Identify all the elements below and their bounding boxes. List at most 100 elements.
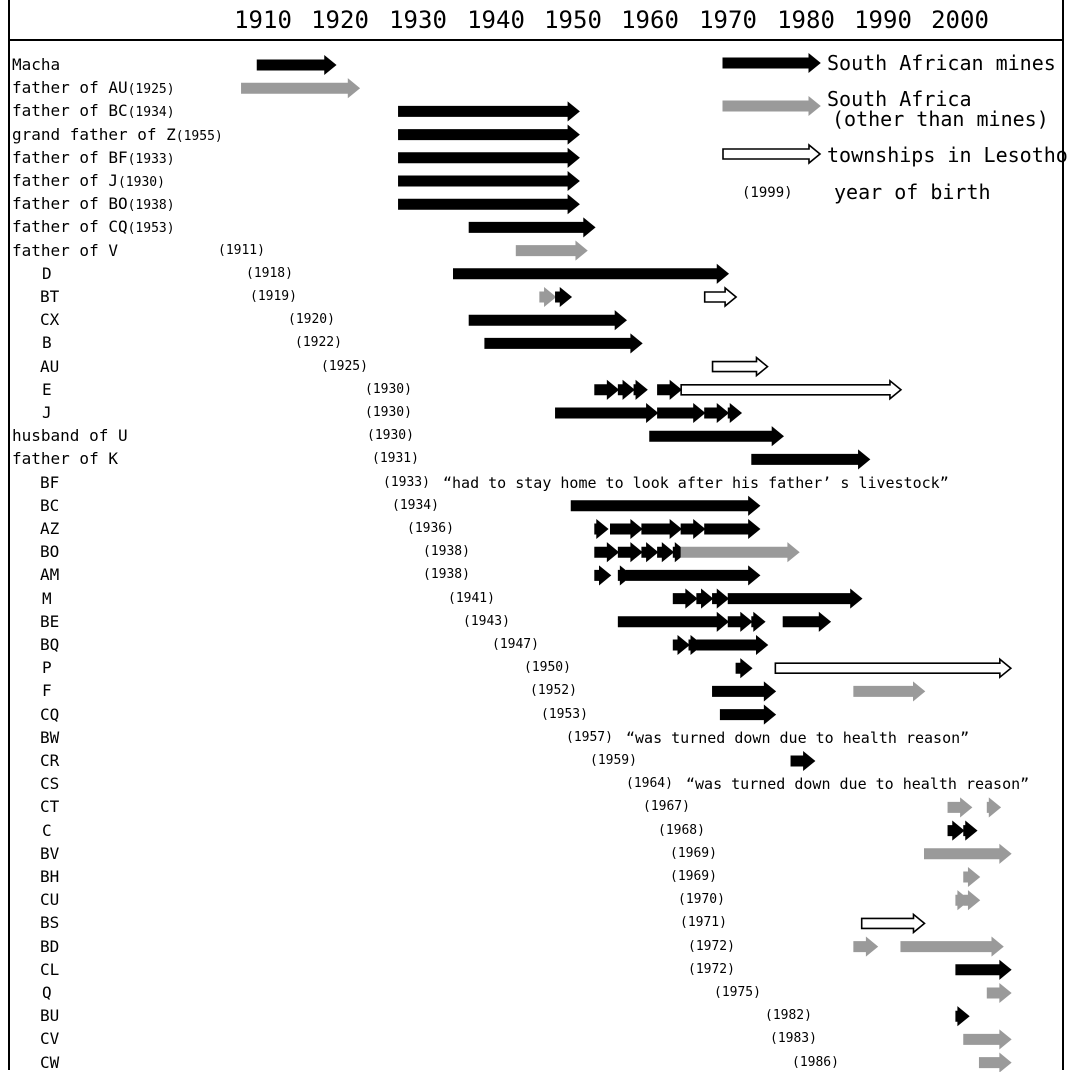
row-label: CW: [40, 1052, 59, 1074]
row-label-name: BQ: [40, 635, 60, 654]
mines-arrow: [641, 542, 659, 563]
row-label-name: BD: [40, 936, 60, 956]
birth-year: (1967): [643, 799, 690, 815]
mines-arrow: [625, 565, 761, 586]
row-label: BU: [40, 1005, 59, 1027]
mines-arrow: [955, 1006, 970, 1027]
row-label: B: [42, 332, 52, 354]
sa-arrow: [515, 240, 588, 261]
sa-arrow: [680, 542, 800, 563]
row-label: CV: [40, 1028, 59, 1050]
row-label: Macha: [12, 54, 60, 76]
birth-year: (1931): [372, 451, 419, 467]
sa-arrow: [900, 936, 1004, 957]
birth-year: (1959): [590, 753, 637, 768]
row-label-name: father of BF: [12, 147, 128, 167]
row-label: P: [42, 657, 52, 679]
birth-year: (1911): [218, 242, 265, 258]
decade-label: 2000: [931, 6, 989, 34]
mines-arrow: [468, 217, 596, 238]
mines-arrow: [727, 611, 753, 632]
row-label: grand father of Z(1955): [12, 124, 223, 148]
mines-arrow: [751, 611, 766, 632]
row-label-name: father of BC: [12, 101, 128, 121]
mines-arrow: [735, 658, 753, 679]
mines-arrow: [657, 402, 706, 424]
row-label-name: AM: [40, 565, 60, 585]
birth-year: (1918): [246, 265, 293, 281]
header-rule: [8, 39, 1064, 41]
row-label-name: B: [42, 333, 52, 353]
decade-label: 1980: [777, 6, 835, 34]
row-quote: “was turned down due to health reason”: [626, 728, 970, 747]
birth-year: (1971): [680, 915, 727, 931]
legend-lesotho-label: townships in Lesotho: [827, 143, 1068, 167]
row-label-name: BE: [40, 611, 60, 631]
row-label: father of J(1930): [12, 170, 165, 194]
row-label-name: father of BO: [12, 194, 128, 214]
decade-label: 1970: [699, 6, 757, 34]
birth-year: (1922): [295, 335, 342, 351]
sa-arrow: [539, 286, 557, 308]
mines-arrow: [696, 634, 769, 656]
row-label: AM: [40, 564, 59, 586]
row-label-year: (1925): [127, 82, 175, 98]
row-label-year: (1938): [127, 198, 175, 214]
sa-arrow: [241, 78, 361, 99]
row-label-name: CU: [40, 890, 60, 910]
birth-year: (1972): [688, 961, 735, 977]
legend-mines-label: South African mines: [827, 51, 1056, 75]
row-label-name: husband of U: [12, 426, 128, 446]
decade-label: 1950: [544, 6, 602, 34]
decade-label: 1910: [234, 6, 292, 34]
mines-arrow: [594, 518, 609, 540]
mines-arrow: [657, 379, 682, 400]
mines-arrow: [704, 518, 761, 540]
row-label: father of AU(1925): [12, 77, 175, 101]
row-label-name: father of V: [12, 240, 118, 260]
birth-year: (1930): [365, 405, 412, 420]
lesotho-arrow: [711, 355, 769, 378]
birth-year: (1964): [626, 776, 673, 792]
decade-label: 1920: [311, 6, 369, 34]
row-label: BW: [40, 727, 59, 749]
row-label-name: CR: [40, 751, 60, 770]
birth-year: (1943): [463, 613, 510, 629]
row-label-name: BU: [40, 1006, 60, 1026]
row-label-name: C: [42, 820, 52, 840]
mines-arrow: [398, 194, 580, 215]
birth-year: (1970): [678, 892, 725, 908]
row-label: F: [42, 680, 52, 702]
birth-year: (1930): [365, 381, 412, 397]
row-label: father of K: [12, 448, 118, 470]
row-label: father of V: [12, 240, 118, 262]
row-label-name: Q: [42, 983, 52, 1002]
row-label-name: BW: [40, 727, 60, 747]
birth-year: (1968): [658, 822, 705, 838]
mines-arrow: [594, 565, 612, 586]
mines-arrow: [963, 820, 978, 841]
row-label: D: [42, 263, 52, 285]
mines-arrow: [555, 402, 659, 424]
birth-year: (1941): [448, 590, 495, 606]
mines-arrow: [617, 379, 635, 400]
mines-arrow: [617, 542, 643, 563]
row-label-name: CX: [40, 310, 60, 330]
mines-arrow: [751, 449, 871, 470]
row-label-name: CW: [40, 1052, 60, 1072]
mines-arrow: [555, 286, 573, 308]
row-label: BH: [40, 866, 59, 888]
mines-arrow: [672, 634, 690, 656]
row-label-name: E: [42, 379, 52, 399]
row-label-name: father of K: [12, 449, 118, 469]
mines-arrow: [790, 750, 816, 772]
row-label: CL: [40, 959, 59, 981]
mines-arrow: [727, 588, 863, 609]
birth-year: (1938): [423, 544, 470, 560]
mines-arrow: [453, 263, 730, 284]
mines-arrow: [704, 402, 730, 424]
row-label-name: Macha: [12, 55, 61, 74]
decade-label: 1930: [389, 6, 447, 34]
mines-arrow: [712, 588, 730, 609]
